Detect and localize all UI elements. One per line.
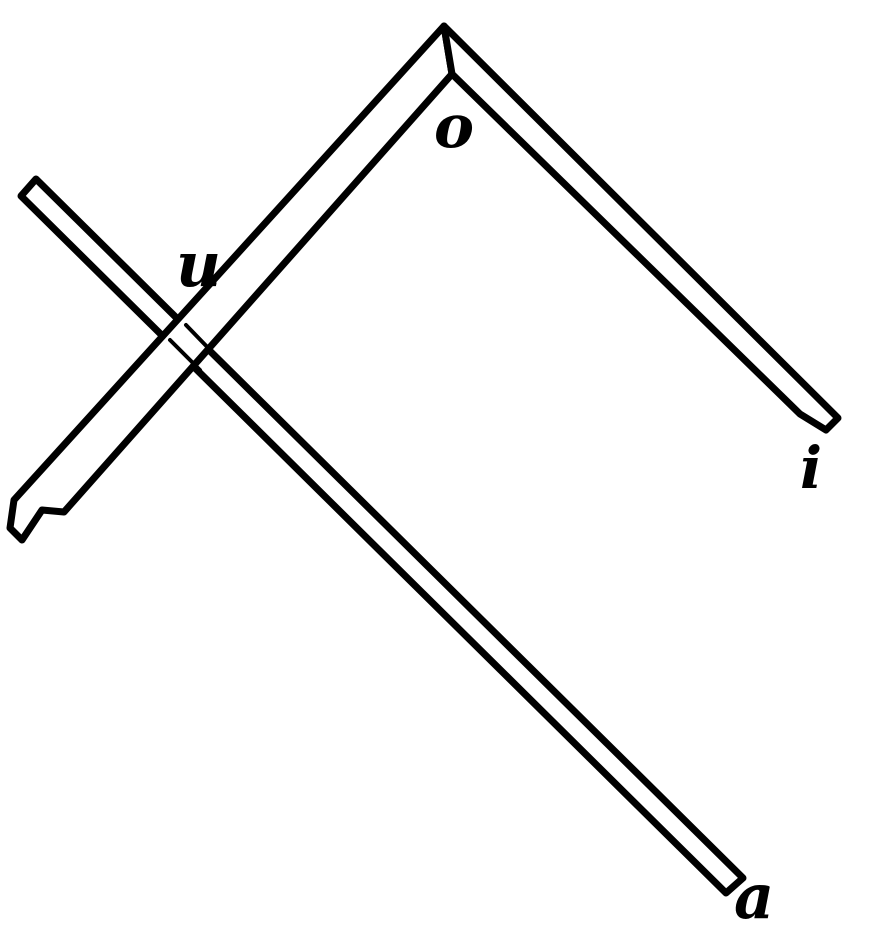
label-u: u: [176, 228, 221, 301]
square-tool: [6, 22, 842, 544]
crossing: [168, 323, 217, 372]
long-bar: [17, 175, 747, 897]
square-inner-corner: [442, 24, 454, 76]
square-left-arm: [6, 22, 456, 544]
label-i: i: [800, 434, 822, 502]
label-o: o: [434, 92, 474, 162]
label-a: a: [734, 860, 774, 933]
square-right-arm: [440, 22, 842, 434]
